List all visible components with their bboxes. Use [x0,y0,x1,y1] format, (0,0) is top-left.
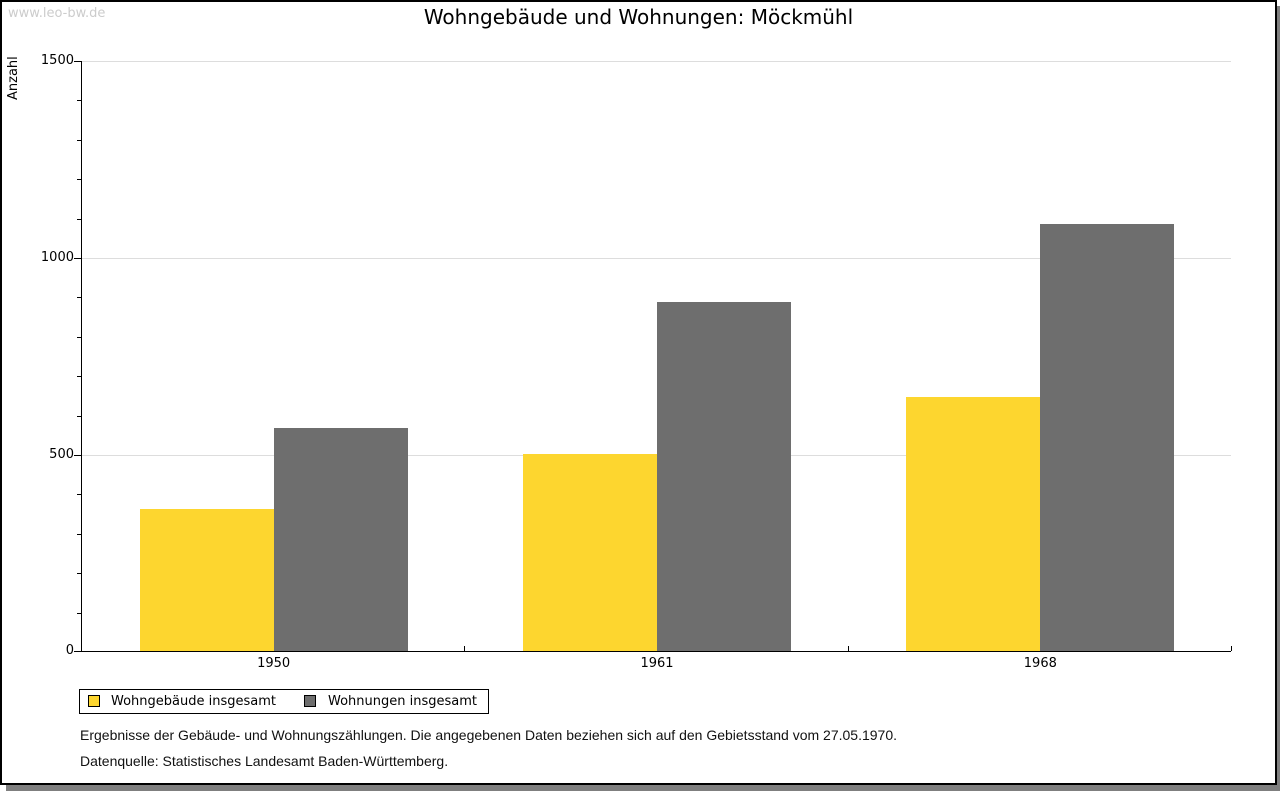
legend-label-wohngebaeude: Wohngebäude insgesamt [111,694,276,709]
legend-box: Wohngebäude insgesamt Wohnungen insgesam… [79,689,489,714]
y-minor-tick-1300 [77,139,81,141]
bar-1961-wohnungen [657,302,791,651]
y-minor-tick-100 [77,612,81,614]
footnote-data-source: Datenquelle: Statistisches Landesamt Bad… [80,753,449,769]
y-tick-label-1500: 1500 [40,53,74,68]
y-tick-1000 [74,258,81,259]
y-minor-tick-200 [77,573,81,575]
y-minor-tick-300 [77,533,81,535]
y-tick-500 [74,455,81,456]
y-minor-tick-700 [77,376,81,378]
y-minor-tick-900 [77,297,81,299]
gridline-1500 [82,61,1231,62]
shadow-corner-patch-right [1277,0,1280,6]
plot-area: 0 500 1000 1500 1950 1961 1968 [41,53,1232,671]
bar-1950-wohngebaeude [139,509,274,651]
y-tick-label-0: 0 [65,643,74,658]
x-category-label-1961: 1961 [640,656,674,671]
y-minor-tick-1200 [77,179,81,181]
bar-1961-wohngebaeude [523,454,657,651]
y-axis-title: Anzahl [6,56,21,100]
chart-title: Wohngebäude und Wohnungen: Möckmühl [423,5,854,29]
bar-1968-wohnungen [1040,223,1175,651]
x-boundary-tick-1 [464,646,466,651]
legend-swatch-wohngebaeude [88,695,100,707]
legend-swatch-wohnungen [304,695,316,707]
x-boundary-tick-3 [1231,646,1232,651]
y-minor-tick-1400 [77,100,81,102]
y-tick-1500 [74,61,81,62]
x-category-label-1950: 1950 [257,656,291,671]
bar-1950-wohnungen [273,428,408,651]
site-watermark: www.leo-bw.de [8,6,106,21]
y-minor-tick-400 [77,494,81,496]
x-category-label-1968: 1968 [1023,656,1057,671]
gridline-1000 [82,258,1231,259]
y-minor-tick-600 [77,415,81,417]
x-boundary-tick-2 [847,646,849,651]
y-tick-label-500: 500 [49,447,74,462]
y-tick-label-1000: 1000 [40,250,74,265]
footnote-source-note: Ergebnisse der Gebäude- und Wohnungszähl… [80,727,897,743]
bar-1968-wohngebaeude [906,396,1041,651]
y-minor-tick-800 [77,336,81,338]
y-tick-0 [74,651,81,652]
shadow-corner-patch-bottom [0,785,6,791]
legend-label-wohnungen: Wohnungen insgesamt [328,694,477,709]
y-minor-tick-1100 [77,218,81,220]
